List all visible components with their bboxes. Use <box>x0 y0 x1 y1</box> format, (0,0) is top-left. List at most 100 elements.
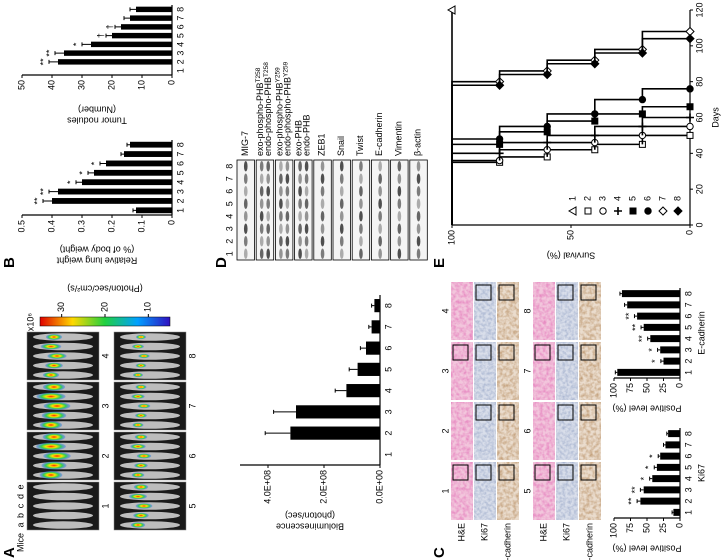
inset-frame <box>534 464 551 481</box>
signal <box>39 421 63 429</box>
blot-band <box>339 186 344 197</box>
blot-band <box>304 161 309 172</box>
mouse <box>120 521 180 529</box>
group-label: 3 <box>440 368 450 373</box>
histology-texture <box>556 462 578 520</box>
histology-texture <box>474 282 496 340</box>
colorbar-tick-label: 20 <box>99 302 109 312</box>
blot-band <box>320 211 325 222</box>
inset-frame <box>580 344 597 361</box>
histology-texture <box>451 282 473 340</box>
inset-frame <box>534 344 551 361</box>
histology-texture <box>579 282 601 340</box>
blot-band <box>304 248 309 259</box>
error-bar <box>264 431 291 436</box>
blot-band <box>339 223 344 234</box>
bar <box>621 290 680 298</box>
inset-frame <box>580 404 597 421</box>
blot-band <box>378 248 382 259</box>
blot-band <box>298 223 302 234</box>
error-bar <box>120 152 124 157</box>
x-tick-label: 7 <box>383 324 393 329</box>
blot-band <box>378 236 382 247</box>
colorbar <box>39 316 171 327</box>
bar <box>94 169 172 176</box>
x-tick-label: 0 <box>694 222 704 227</box>
error-bar <box>334 388 347 393</box>
error-bar <box>653 465 657 470</box>
blot-band <box>397 211 402 222</box>
marker <box>685 33 695 44</box>
y-tick-label: 100 <box>446 230 456 245</box>
blot-label: E-cadherin <box>375 112 385 156</box>
row-label: E-cadherin <box>502 523 512 560</box>
error-bar <box>48 59 58 64</box>
marker <box>686 103 694 111</box>
x-tick-label: 20 <box>694 184 704 194</box>
blot <box>255 159 275 261</box>
survival-step <box>594 48 643 61</box>
x-tick-label: 1 <box>383 452 393 457</box>
legend-marker <box>614 207 622 215</box>
x-tick-label: 1 <box>175 68 185 73</box>
significance-mark: ** <box>626 497 636 505</box>
chart-title: Ki67 <box>696 464 706 482</box>
y-axis-label: Positive level (%) <box>612 544 681 554</box>
panel-label: A <box>1 547 18 558</box>
y-tick-label: 100 <box>608 383 618 398</box>
legend-label: 3 <box>597 196 607 201</box>
blot-label-text: ZEB1 <box>317 133 327 156</box>
bar <box>346 384 380 398</box>
histology-texture <box>579 462 601 520</box>
histology-texture <box>474 402 496 460</box>
inset-frame <box>498 464 515 481</box>
significance-mark: † <box>95 33 105 38</box>
significance-mark: ** <box>38 58 48 66</box>
signal <box>133 512 149 519</box>
y-tick-label: 50 <box>641 383 651 393</box>
blot-band <box>320 236 325 247</box>
mouse-column-label: c <box>15 503 25 508</box>
error-bar <box>54 51 64 56</box>
error-bar <box>671 510 674 515</box>
error-bar <box>273 409 296 414</box>
blot-band <box>285 211 290 222</box>
histology-texture <box>451 402 473 460</box>
blot-band <box>304 198 309 209</box>
histology-texture <box>533 402 555 460</box>
legend-marker <box>599 207 607 215</box>
marker <box>685 26 695 37</box>
blot-band <box>378 173 382 184</box>
x-tick-label: 5 <box>383 367 393 372</box>
x-tick-label: 60 <box>694 112 704 122</box>
histology-texture <box>451 342 473 400</box>
blot-label: Snail <box>336 136 346 156</box>
blot-label: endo-phospho-PHBT258 <box>263 62 274 156</box>
blot-band <box>243 223 248 234</box>
row-label: Ki67 <box>561 523 571 541</box>
blot-band <box>320 223 325 234</box>
mouse <box>120 392 180 401</box>
blot-band <box>298 161 302 172</box>
x-tick-label: 3 <box>683 487 693 492</box>
bar <box>640 497 681 505</box>
error-bar <box>666 431 669 436</box>
y-tick-label: 0 <box>674 383 684 388</box>
lane-label: 2 <box>224 239 234 244</box>
inset-frame <box>557 404 574 421</box>
signal <box>137 403 151 409</box>
y-tick-label: 50 <box>16 80 26 90</box>
y-tick-label: 0 <box>684 230 694 235</box>
bar <box>357 362 381 376</box>
mouse-group-label: 1 <box>100 503 110 508</box>
x-tick-label: 2 <box>175 59 185 64</box>
blot-label-superscript: T258 <box>263 62 270 77</box>
marker <box>446 5 456 15</box>
blot-band <box>243 161 248 172</box>
signal <box>43 402 71 410</box>
x-tick-label: 4 <box>175 180 185 185</box>
blot-label-text: E-cadherin <box>375 112 385 156</box>
legend-marker <box>567 206 577 216</box>
blot <box>332 159 351 261</box>
